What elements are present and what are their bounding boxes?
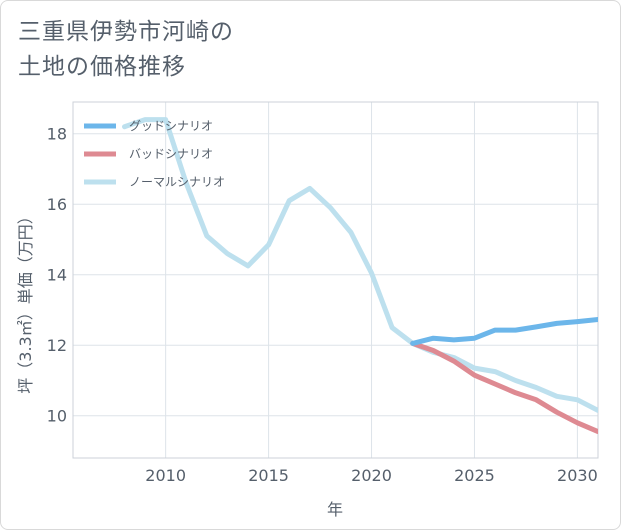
plot-area	[73, 102, 598, 458]
legend-label-2: ノーマルシナリオ	[129, 175, 225, 189]
series-line-1	[410, 340, 598, 435]
y-tick-18: 18	[47, 125, 67, 144]
y-tick-10: 10	[47, 407, 67, 426]
legend-label-1: バッドシナリオ	[129, 147, 213, 161]
series-line-0	[410, 317, 598, 346]
x-tick-2025: 2025	[454, 466, 495, 485]
y-tick-14: 14	[47, 266, 67, 285]
plot-border	[72, 101, 599, 459]
x-tick-2015: 2015	[248, 466, 289, 485]
x-tick-2030: 2030	[557, 466, 598, 485]
series-lines	[122, 117, 598, 435]
chart-title-line2: 土地の価格推移	[18, 54, 186, 80]
y-tick-16: 16	[47, 195, 67, 214]
y-tick-12: 12	[47, 336, 67, 355]
x-axis-label: 年	[327, 500, 343, 519]
chart-title: 三重県伊勢市河崎の 土地の価格推移	[18, 15, 234, 85]
x-tick-labels: 2010 2015 2020 2025 2030	[145, 466, 597, 485]
x-tick-2020: 2020	[351, 466, 392, 485]
y-tick-labels: 10 12 14 16 18	[47, 125, 67, 426]
y-axis-label: 坪（3.3㎡）単価（万円）	[16, 208, 35, 393]
series-line-2	[122, 117, 598, 413]
legend-label-0: グッドシナリオ	[129, 119, 213, 133]
x-tick-2010: 2010	[145, 466, 186, 485]
chart-title-line1: 三重県伊勢市河崎の	[18, 19, 234, 45]
